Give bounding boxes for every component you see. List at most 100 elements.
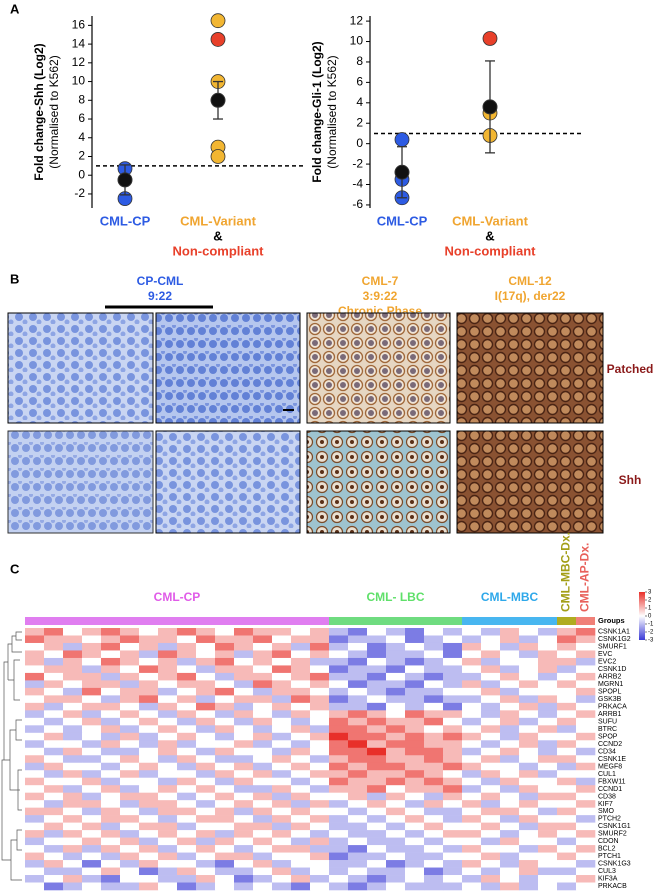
- heatmap-cell: [196, 807, 216, 816]
- heatmap-cell: [101, 628, 121, 636]
- heatmap-cell: [519, 657, 539, 666]
- heatmap-cell: [519, 882, 539, 891]
- heatmap-cell: [25, 657, 45, 666]
- heatmap-cell: [576, 837, 596, 846]
- heatmap-cell: [310, 867, 330, 876]
- heatmap-cell: [481, 687, 501, 696]
- heatmap-cell: [63, 785, 83, 793]
- heatmap-cell: [329, 717, 349, 726]
- gene-label: CCND1: [598, 786, 622, 793]
- heatmap-cell: [557, 815, 577, 823]
- heatmap-cell: [519, 642, 539, 651]
- heatmap-cell: [443, 732, 463, 741]
- heatmap-cell: [120, 635, 140, 644]
- y-tick-label: 0: [356, 136, 363, 150]
- heatmap-cell: [44, 710, 64, 719]
- heatmap-cell: [481, 762, 501, 771]
- heatmap-cell: [82, 852, 102, 861]
- heatmap-cell: [101, 800, 121, 808]
- heatmap-cell: [519, 867, 539, 876]
- heatmap-cell: [196, 702, 216, 711]
- gene-label: CDON: [598, 838, 619, 845]
- heatmap-cell: [215, 717, 235, 726]
- heatmap-cell: [215, 710, 235, 719]
- micrograph: [306, 312, 451, 424]
- heatmap-cell: [25, 785, 45, 793]
- y-axis-subtitle: (Normalised to K562): [47, 55, 61, 168]
- heatmap-cell: [329, 642, 349, 651]
- heatmap-cell: [63, 702, 83, 711]
- heatmap-cell: [538, 665, 558, 674]
- heatmap-cell: [177, 845, 197, 853]
- heatmap-cell: [44, 755, 64, 764]
- heatmap-cell: [291, 732, 311, 741]
- heatmap-cell: [63, 725, 83, 734]
- heatmap-cell: [481, 628, 501, 636]
- heatmap-cell: [443, 777, 463, 786]
- heatmap-cell: [25, 635, 45, 644]
- heatmap-cell: [443, 672, 463, 681]
- heatmap-cell: [291, 800, 311, 808]
- heatmap-cell: [405, 852, 425, 861]
- heatmap-cell: [272, 695, 292, 704]
- heatmap-cell: [386, 710, 406, 719]
- gene-label: SMURF1: [598, 644, 627, 651]
- heatmap-cell: [158, 762, 178, 771]
- heatmap-cell: [310, 845, 330, 853]
- heatmap-cell: [405, 845, 425, 853]
- gene-label: CSNK1E: [598, 756, 626, 763]
- heatmap-cell: [329, 837, 349, 846]
- column-title: CML-12: [508, 274, 552, 288]
- heatmap-cell: [576, 807, 596, 816]
- heatmap-cell: [367, 845, 387, 853]
- heatmap-cell: [139, 755, 159, 764]
- heatmap-cell: [139, 740, 159, 749]
- heatmap-cell: [310, 717, 330, 726]
- heatmap-cell: [576, 762, 596, 771]
- heatmap-cell: [196, 875, 216, 883]
- heatmap-cell: [234, 717, 254, 726]
- heatmap-cell: [329, 875, 349, 883]
- heatmap-cell: [158, 755, 178, 764]
- heatmap-cell: [405, 792, 425, 801]
- heatmap-cell: [538, 725, 558, 734]
- heatmap-cell: [310, 650, 330, 659]
- heatmap-cell: [215, 792, 235, 801]
- heatmap-cell: [481, 875, 501, 883]
- heatmap-cell: [177, 815, 197, 823]
- gene-label: PRKACB: [598, 883, 627, 890]
- heatmap-cell: [101, 822, 121, 831]
- heatmap-cell: [63, 650, 83, 659]
- heatmap-cell: [272, 710, 292, 719]
- heatmap-cell: [424, 650, 444, 659]
- heatmap-cell: [443, 815, 463, 823]
- heatmap-cell: [557, 680, 577, 689]
- heatmap-cell: [348, 830, 368, 838]
- heatmap-cell: [348, 702, 368, 711]
- heatmap-cell: [538, 845, 558, 853]
- heatmap-cell: [253, 770, 273, 779]
- heatmap-cell: [63, 687, 83, 696]
- heatmap-cell: [481, 642, 501, 651]
- heatmap-cell: [424, 875, 444, 883]
- heatmap-cell: [443, 628, 463, 636]
- heatmap-cell: [576, 777, 596, 786]
- x-label-note: Non-compliant: [173, 243, 265, 258]
- heatmap-cell: [538, 642, 558, 651]
- heatmap-cell: [120, 725, 140, 734]
- heatmap-cell: [557, 740, 577, 749]
- heatmap-cell: [177, 725, 197, 734]
- heatmap-cell: [158, 740, 178, 749]
- heatmap-cell: [101, 657, 121, 666]
- heatmap-cell: [272, 680, 292, 689]
- heatmap-cell: [63, 628, 83, 636]
- heatmap-cell: [101, 860, 121, 868]
- heatmap-cell: [576, 830, 596, 838]
- heatmap-cell: [405, 642, 425, 651]
- heatmap-cell: [63, 815, 83, 823]
- row-label: Patched: [607, 362, 654, 376]
- heatmap-cell: [25, 702, 45, 711]
- heatmap-cell: [424, 657, 444, 666]
- heatmap-cell: [177, 755, 197, 764]
- y-tick-label: 16: [72, 18, 86, 32]
